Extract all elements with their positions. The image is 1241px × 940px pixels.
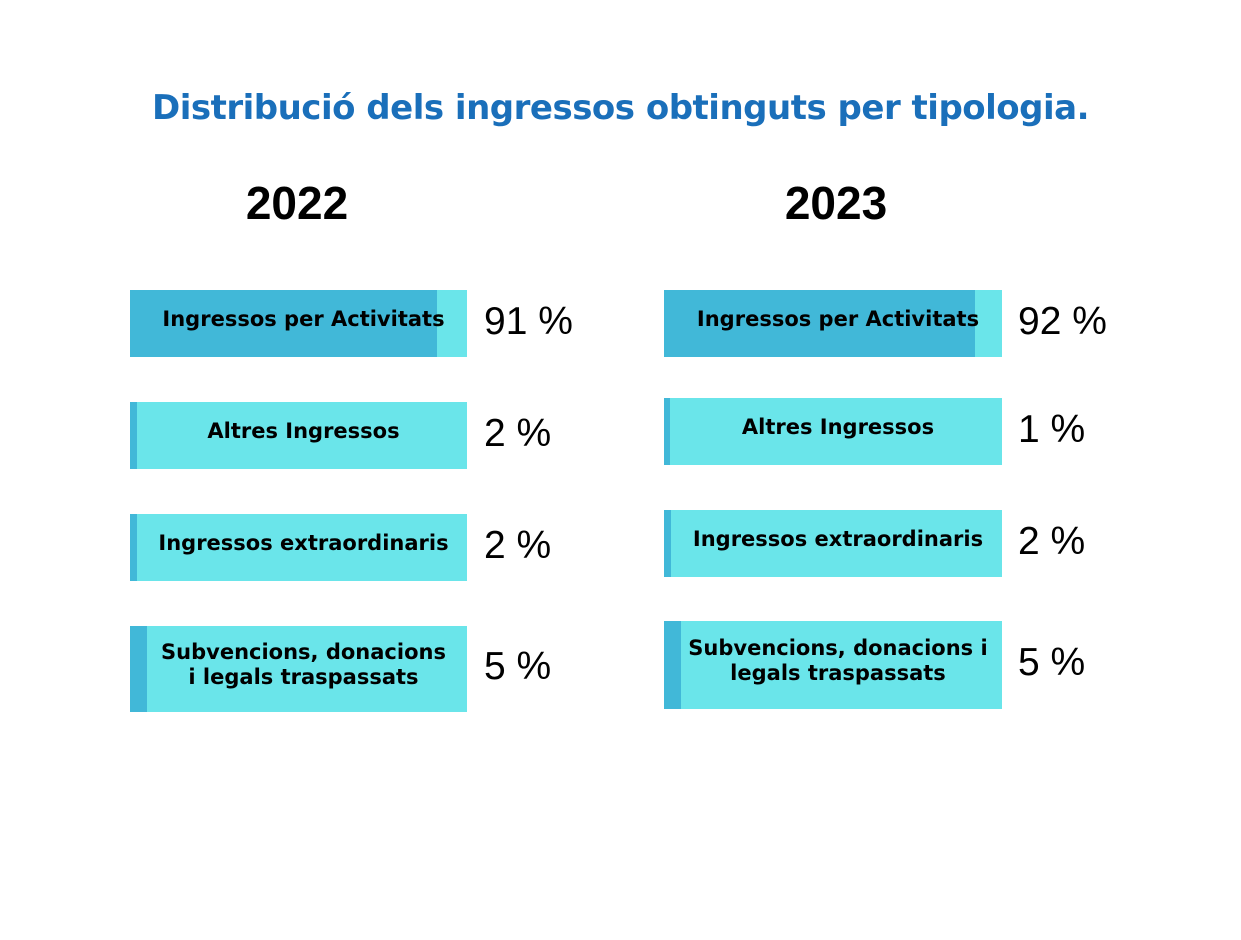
bar-extraordinaris: Ingressos extraordinaris xyxy=(130,514,467,581)
bar-value-fill xyxy=(130,402,137,469)
bar-category-label: Altres Ingressos xyxy=(741,415,935,439)
bar-percent-label: 2 % xyxy=(1018,519,1086,563)
bar-category-label: Subvencions, donacions i legals traspass… xyxy=(161,640,446,689)
bar-category-label: Subvencions, donacions i legals traspass… xyxy=(688,636,988,685)
bar-value-fill xyxy=(130,514,137,581)
bar-value-fill xyxy=(664,290,975,357)
page-title: Distribució dels ingressos obtinguts per… xyxy=(151,88,1090,128)
bar-percent-label: 91 % xyxy=(484,299,573,343)
bar-value-fill xyxy=(664,398,670,465)
bar-value-fill xyxy=(664,621,681,709)
bar-percent-label: 2 % xyxy=(484,523,552,567)
bar-percent-label: 1 % xyxy=(1018,407,1086,451)
bar-category-label: Ingressos extraordinaris xyxy=(692,527,984,551)
bar-category-label: Ingressos per Activitats xyxy=(696,307,980,331)
bar-activitats: Ingressos per Activitats xyxy=(130,290,467,357)
bar-percent-label: 2 % xyxy=(484,411,552,455)
bar-extraordinaris: Ingressos extraordinaris xyxy=(664,510,1002,577)
bar-value-fill xyxy=(130,626,147,712)
bar-subvencions: Subvencions, donacions i legals traspass… xyxy=(664,621,1002,709)
bar-altres: Altres Ingressos xyxy=(130,402,467,469)
bar-percent-label: 92 % xyxy=(1018,299,1107,343)
bar-value-fill xyxy=(664,510,671,577)
bar-category-label: Altres Ingressos xyxy=(207,419,400,443)
bar-subvencions: Subvencions, donacions i legals traspass… xyxy=(130,626,467,712)
chart-2022-year-heading: 2022 xyxy=(245,177,349,229)
bar-value-fill xyxy=(130,290,437,357)
bar-category-label: Ingressos extraordinaris xyxy=(158,531,449,555)
chart-2023-year-heading: 2023 xyxy=(784,177,888,229)
bar-category-label: Ingressos per Activitats xyxy=(162,307,445,331)
bar-percent-label: 5 % xyxy=(484,645,552,688)
bar-percent-label: 5 % xyxy=(1018,641,1086,684)
bar-altres: Altres Ingressos xyxy=(664,398,1002,465)
bar-activitats: Ingressos per Activitats xyxy=(664,290,1002,357)
